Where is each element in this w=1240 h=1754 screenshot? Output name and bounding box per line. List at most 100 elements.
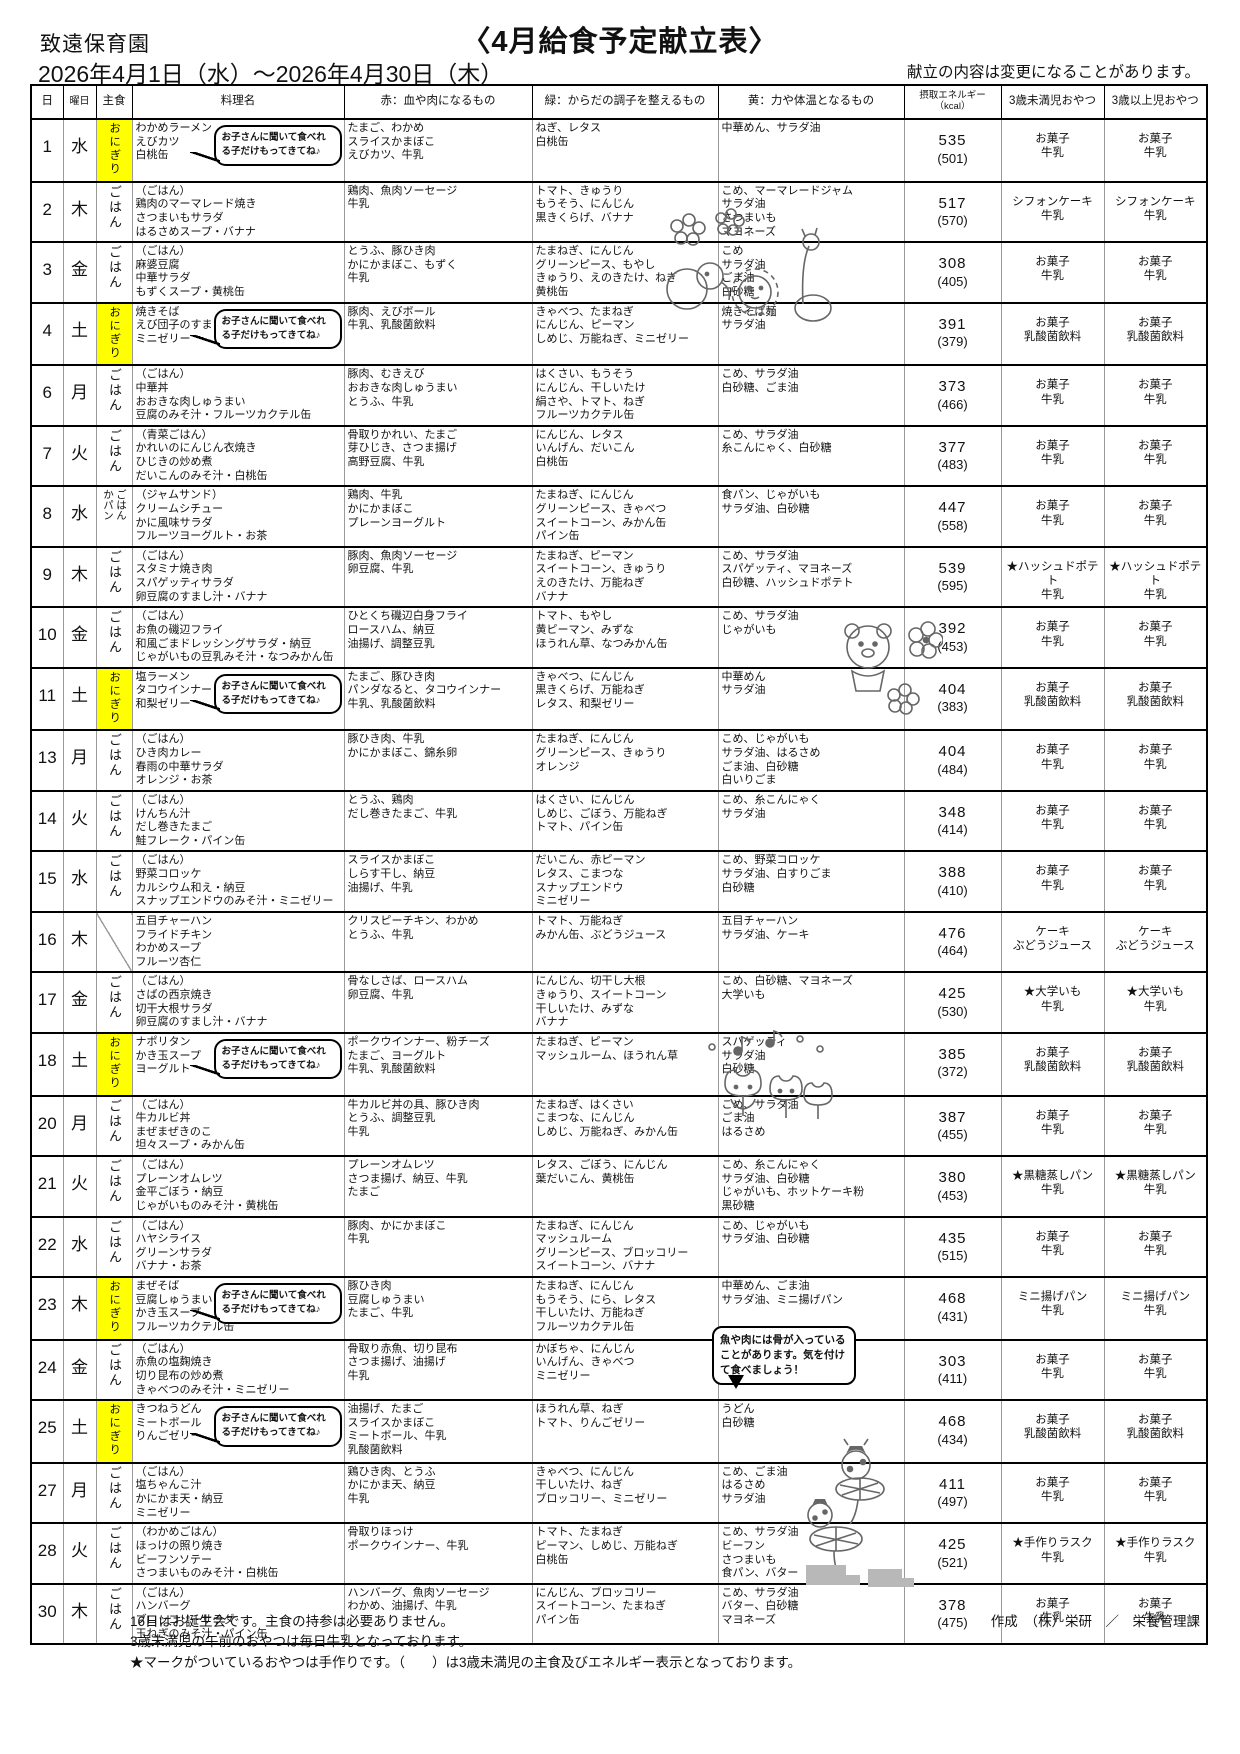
kcal-value: 535 bbox=[938, 132, 967, 149]
yellow-group-cell-text: こめ、じゃがいも サラダ油、白砂糖 bbox=[721, 1219, 810, 1246]
red-group-cell-text: 骨取りかれい、たまご 芽ひじき、さつま揚げ 高野豆腐、牛乳 bbox=[347, 428, 458, 468]
menu-row-day-11: 11 土おにぎり 塩ラーメン タコウインナー 和梨ゼリー お子さんに聞いて食べれる子だ… bbox=[30, 666, 1208, 731]
snack-under3-cell: お菓子 牛乳 bbox=[1000, 364, 1105, 426]
dish-names-cell-text: （ごはん） 赤魚の塩麹焼き 切り昆布の炒め煮 きゃべつのみそ汁・ミニゼリー bbox=[135, 1342, 290, 1396]
snack-under3-cell-text: ミニ揚げパン 牛乳 bbox=[1017, 1291, 1088, 1318]
snack-over3-cell: お菓子 牛乳 bbox=[1103, 729, 1208, 791]
menu-row-day-8: 8 水ごはん かパン （ジャムサンド） クリームシチュー かに風味サラダ フルーツヨ… bbox=[30, 485, 1208, 547]
staple-cell: おにぎり bbox=[95, 1276, 133, 1340]
day-cell: 11 bbox=[30, 666, 64, 731]
snack-over3-cell-text: お菓子 牛乳 bbox=[1138, 1230, 1173, 1257]
red-group-cell-text: 鶏ひき肉、とうふ かにかま天、納豆 牛乳 bbox=[347, 1465, 436, 1505]
green-group-cell: にんじん、ブロッコリー スイートコーン、たまねぎ パイン缶 bbox=[531, 1582, 719, 1645]
day-cell-text: 23 bbox=[37, 1295, 57, 1314]
column-header-s2: 3歳以上児おやつ bbox=[1103, 84, 1208, 120]
dish-names-cell-text: （ジャムサンド） クリームシチュー かに風味サラダ フルーツヨーグルト・お茶 bbox=[135, 489, 268, 543]
kcal-cell: 392 (453) bbox=[903, 606, 1002, 668]
weekday-cell: 木 bbox=[62, 1276, 97, 1340]
weekday-cell: 月 bbox=[62, 729, 97, 791]
staple-text: ごはん bbox=[107, 184, 123, 230]
dish-names-cell: （青菜ごはん） かれいのにんじん衣焼き ひじきの炒め煮 だいこんのみそ汁・白桃缶 bbox=[131, 424, 345, 487]
weekday-cell: 木 bbox=[62, 910, 97, 973]
change-notice: 献立の内容は変更になることがあります。 bbox=[907, 64, 1200, 81]
snack-under3-cell: ★手作りラスク 牛乳 bbox=[1000, 1522, 1105, 1584]
kcal-cell: 404 (484) bbox=[903, 729, 1002, 791]
snack-over3-cell-text: ★ハッシュドポテト 牛乳 bbox=[1109, 560, 1202, 602]
yellow-group-cell: こめ、ごま油 はるさめ サラダ油 bbox=[717, 1461, 905, 1524]
weekday-cell: 金 bbox=[62, 606, 97, 668]
snack-under3-cell: お菓子 牛乳 bbox=[1000, 1094, 1105, 1156]
yellow-group-cell-text: こめ サラダ油 ごま油 白砂糖 bbox=[721, 245, 766, 298]
yellow-group-cell: 中華めん、サラダ油 bbox=[717, 118, 905, 182]
menu-table: 日曜日 主食 料理名 赤：血や肉になるもの 緑：からだの調子を整えるもの 黄：力や体温とな… bbox=[30, 84, 1208, 1646]
weekday-cell-text: 木 bbox=[71, 199, 88, 219]
kcal-value: 435 bbox=[938, 1229, 967, 1247]
table-header: 日曜日 主食 料理名 赤：血や肉になるもの 緑：からだの調子を整えるもの 黄：力や体温とな… bbox=[30, 84, 1208, 120]
green-group-cell-text: にんじん、切干し大根 きゅうり、スイートコーン 干しいたけ、みずな バナナ bbox=[535, 975, 667, 1029]
yellow-group-cell-text: 五目チャーハン サラダ油、ケーキ bbox=[721, 914, 810, 941]
red-group-cell-text: たまご、わかめ スライスかまぼこ えびカツ、牛乳 bbox=[347, 122, 436, 162]
kcal-value: 377 bbox=[938, 438, 967, 456]
weekday-cell-text: 火 bbox=[71, 1541, 88, 1561]
red-group-cell: 骨取りほっけ ポークウインナー、牛乳 bbox=[343, 1522, 533, 1584]
yellow-group-cell-text: スパゲッティ サラダ油 白砂糖 bbox=[721, 1035, 787, 1076]
kcal-under3-value: (595) bbox=[937, 578, 968, 594]
snack-over3-cell: シフォンケーキ 牛乳 bbox=[1103, 180, 1208, 243]
staple-text: ごはん bbox=[107, 549, 123, 595]
menu-row-day-30: 30 木 ごはん （ごはん） ハンバーグ ブロッコリーサラダ 玉ねぎのみそ汁・パイン缶… bbox=[30, 1582, 1208, 1645]
snack-under3-cell: お菓子 牛乳 bbox=[1000, 789, 1105, 852]
snack-over3-cell: ★ハッシュドポテト 牛乳 bbox=[1103, 545, 1208, 608]
weekday-cell-text: 水 bbox=[71, 504, 88, 524]
staple-text: ごはん かパン bbox=[102, 489, 128, 521]
dish-names-cell-text: （ごはん） 中華丼 おおきな肉しゅうまい 豆腐のみそ汁・フルーツカクテル缶 bbox=[135, 368, 312, 422]
yellow-group-cell: こめ、じゃがいも サラダ油、はるさめ ごま油、白砂糖 白いりごま bbox=[717, 729, 905, 791]
day-cell-text: 7 bbox=[42, 443, 52, 463]
dish-names-cell: （ごはん） 野菜コロッケ カルシウム和え・納豆 スナップエンドウのみそ汁・ミニゼ… bbox=[131, 850, 345, 912]
snack-over3-cell-text: ★手作りラスク 牛乳 bbox=[1115, 1537, 1196, 1564]
snack-under3-cell: お菓子 乳酸菌飲料 bbox=[1000, 1399, 1105, 1463]
snack-over3-cell-text: お菓子 牛乳 bbox=[1138, 1353, 1173, 1380]
weekday-cell-text: 土 bbox=[71, 685, 88, 705]
snack-over3-cell: お菓子 牛乳 bbox=[1103, 485, 1208, 547]
green-group-cell: トマト、万能ねぎ みかん缶、ぶどうジュース bbox=[531, 910, 719, 973]
menu-row-day-7: 7 火 ごはん （青菜ごはん） かれいのにんじん衣焼き ひじきの炒め煮 だいこんのみそ… bbox=[30, 424, 1208, 487]
weekday-cell: 金 bbox=[62, 1338, 97, 1401]
kcal-under3-value: (455) bbox=[937, 1127, 968, 1143]
weekday-cell: 火 bbox=[62, 1522, 97, 1584]
menu-row-day-3: 3 金 ごはん （ごはん） 麻婆豆腐 中華サラダ もずくスープ・黄桃缶 とうふ、豚ひき肉… bbox=[30, 241, 1208, 303]
staple-text: ごはん bbox=[107, 975, 123, 1021]
menu-row-day-14: 14 火 ごはん （ごはん） けんちん汁 だし巻きたまご 鮭フレーク・パイン缶 とうふ、… bbox=[30, 789, 1208, 852]
red-group-cell: 豚肉、かにかまぼこ 牛乳 bbox=[343, 1215, 533, 1277]
dish-names-cell-text: 焼きそば えび団子のすまし汁 ミニゼリー bbox=[135, 305, 235, 345]
snack-under3-cell-text: ★黒糖蒸しパン 牛乳 bbox=[1011, 1170, 1094, 1197]
red-group-cell-text: 豚肉、むきえび おおきな肉しゅうまい とうふ、牛乳 bbox=[347, 368, 458, 408]
yellow-group-cell-text: こめ、サラダ油 スパゲッティ、マヨネーズ 白砂糖、ハッシュドポテト bbox=[721, 549, 854, 589]
snack-under3-cell-text: お菓子 牛乳 bbox=[1035, 621, 1070, 648]
green-group-cell-text: たまねぎ、はくさい こまつな、にんじん しめじ、万能ねぎ、みかん缶 bbox=[535, 1098, 678, 1138]
snack-under3-cell-text: お菓子 牛乳 bbox=[1035, 133, 1070, 160]
snack-under3-cell-text: お菓子 牛乳 bbox=[1035, 1597, 1070, 1624]
snack-over3-cell: お菓子 乳酸菌飲料 bbox=[1103, 1031, 1208, 1096]
kcal-value: 303 bbox=[938, 1352, 967, 1370]
snack-over3-cell: お菓子 乳酸菌飲料 bbox=[1103, 1399, 1208, 1463]
snack-over3-cell-text: お菓子 牛乳 bbox=[1138, 1109, 1173, 1136]
green-group-cell-text: トマト、たまねぎ ピーマン、しめじ、万能ねぎ 白桃缶 bbox=[535, 1526, 678, 1566]
snack-over3-cell-text: お菓子 牛乳 bbox=[1138, 256, 1173, 283]
weekday-cell-text: 月 bbox=[71, 383, 88, 403]
dish-names-cell-text: （ごはん） スタミナ焼き肉 スパゲッティサラダ 卵豆腐のすまし汁・バナナ bbox=[135, 549, 268, 603]
dish-names-cell: （ジャムサンド） クリームシチュー かに風味サラダ フルーツヨーグルト・お茶 bbox=[131, 485, 345, 547]
kcal-value: 391 bbox=[938, 315, 967, 333]
red-group-cell: 骨取りかれい、たまご 芽ひじき、さつま揚げ 高野豆腐、牛乳 bbox=[343, 424, 533, 487]
dish-names-cell-text: （わかめごはん） ほっけの照り焼き ビーフンソテー さつまいものみそ汁・白桃缶 bbox=[135, 1526, 279, 1580]
snack-under3-cell: シフォンケーキ 牛乳 bbox=[1000, 180, 1105, 243]
red-group-cell-text: 骨取り赤魚、切り昆布 さつま揚げ、油揚げ 牛乳 bbox=[347, 1342, 458, 1382]
staple-cell: おにぎり bbox=[95, 666, 133, 731]
snack-over3-cell-text: お菓子 牛乳 bbox=[1138, 1476, 1173, 1503]
kcal-cell: 387 (455) bbox=[903, 1094, 1002, 1156]
red-group-cell: 豚肉、むきえび おおきな肉しゅうまい とうふ、牛乳 bbox=[343, 364, 533, 426]
red-group-cell: たまご、わかめ スライスかまぼこ えびカツ、牛乳 bbox=[343, 118, 533, 182]
red-group-cell-text: 豚ひき肉、牛乳 かにかまぼこ、錦糸卵 bbox=[347, 733, 458, 759]
weekday-cell: 土 bbox=[62, 1031, 97, 1096]
red-group-cell-text: 豚ひき肉 豆腐しゅうまい たまご、牛乳 bbox=[347, 1280, 425, 1320]
day-cell-text: 30 bbox=[37, 1601, 57, 1621]
